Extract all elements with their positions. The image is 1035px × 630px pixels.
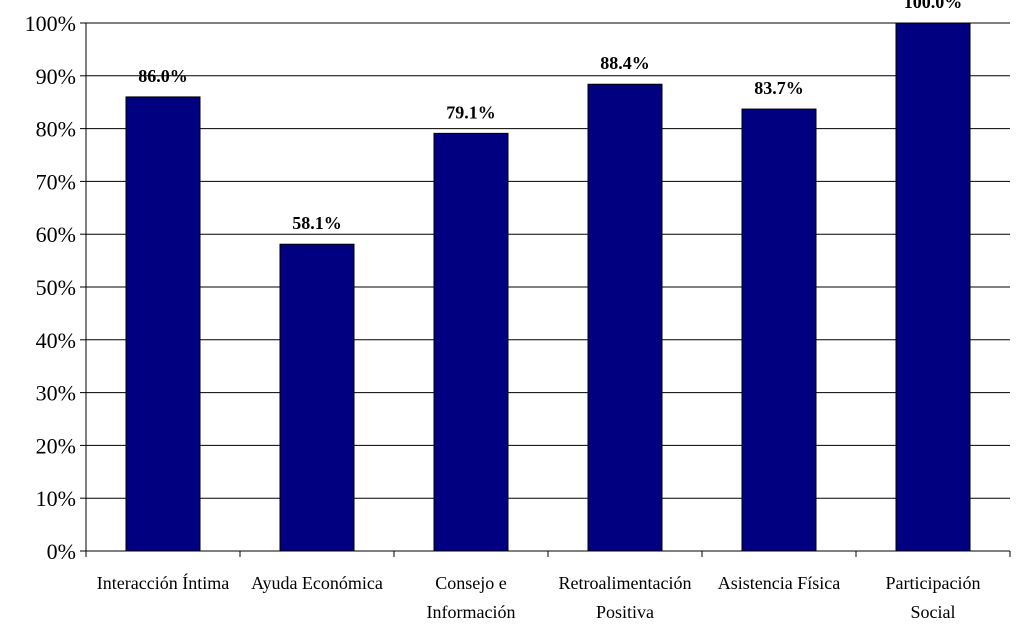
y-tick-label: 20% xyxy=(36,433,76,458)
bar xyxy=(741,108,817,552)
bar xyxy=(587,83,663,552)
bar xyxy=(279,243,355,552)
data-label: 83.7% xyxy=(754,78,804,98)
x-tick-label: Participación xyxy=(886,573,981,593)
y-tick-label: 50% xyxy=(36,275,76,300)
data-label: 88.4% xyxy=(600,53,650,73)
y-tick-label: 30% xyxy=(36,381,76,406)
y-tick-label: 0% xyxy=(47,539,76,564)
x-tick-label: Consejo e xyxy=(435,573,507,593)
x-tick-label: Información xyxy=(427,602,516,622)
data-label: 86.0% xyxy=(138,66,188,86)
y-tick-label: 70% xyxy=(36,169,76,194)
axes xyxy=(80,22,1011,557)
y-tick-label: 10% xyxy=(36,486,76,511)
bar xyxy=(433,132,509,552)
data-label: 100.0% xyxy=(904,0,963,12)
y-tick-label: 90% xyxy=(36,64,76,89)
x-tick-label: Ayuda Económica xyxy=(251,573,383,593)
y-tick-label: 40% xyxy=(36,328,76,353)
labels: 0% 10% 20% 30% 40% 50% 60% 70% 80% 90% 100% 86.0% 58… xyxy=(25,0,981,622)
y-tick-label: 100% xyxy=(25,11,76,36)
x-tick-label: Retroalimentación xyxy=(559,573,692,593)
x-tick-label: Interacción Íntima xyxy=(97,572,229,593)
gridlines xyxy=(86,22,1010,499)
y-tick-label: 60% xyxy=(36,222,76,247)
bar xyxy=(125,96,201,552)
x-tick-label: Social xyxy=(911,602,956,622)
y-tick-label: 80% xyxy=(36,117,76,142)
x-tick-label: Asistencia Física xyxy=(718,573,840,593)
bar xyxy=(895,22,971,552)
data-label: 79.1% xyxy=(446,102,496,122)
x-tick-label: Positiva xyxy=(596,602,654,622)
data-label: 58.1% xyxy=(292,213,342,233)
